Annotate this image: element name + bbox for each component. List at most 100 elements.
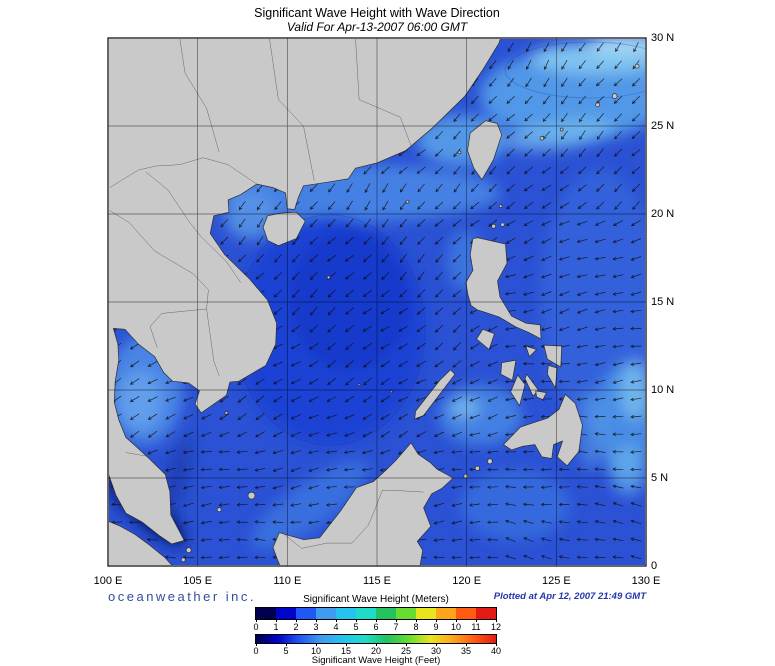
legend-tick-value: 11 — [471, 622, 481, 632]
legend-tick-value: 25 — [400, 646, 412, 656]
legend-tickmark — [465, 643, 467, 646]
landmass — [109, 39, 640, 565]
legend-tickmark — [275, 619, 277, 622]
legend-feet-ticks: 0 5 10 15 20 25 30 35 40 — [253, 643, 501, 659]
legend-tick-value: 12 — [490, 622, 502, 632]
map-frame — [107, 37, 647, 567]
longitude-axis: 100 E 105 E 110 E 115 E 120 E 125 E 130 E — [0, 575, 775, 589]
legend-tickmark — [475, 619, 477, 622]
island-bohol — [535, 390, 547, 401]
legend-tickmark — [355, 619, 357, 622]
small-islands — [180, 63, 640, 563]
legend-tickmark — [375, 643, 377, 646]
oceanweather-brand: oceanweather inc. — [108, 589, 257, 604]
legend-tick-value: 8 — [413, 622, 419, 632]
valid-time-subtitle: Valid For Apr-13-2007 06:00 GMT — [286, 20, 468, 34]
legend-tick-value: 30 — [430, 646, 442, 656]
legend-tickmark — [255, 643, 257, 646]
meters-color-segment — [276, 608, 296, 619]
legend-tickmark — [345, 643, 347, 646]
legend-tick-value: 1 — [273, 622, 279, 632]
legend-tick-value: 9 — [433, 622, 439, 632]
legend-tick-value: 5 — [283, 646, 289, 656]
island-palawan — [414, 369, 456, 420]
legend-tick-value: 2 — [293, 622, 299, 632]
legend-tick-value: 20 — [370, 646, 382, 656]
lon-tick-label: 120 E — [452, 575, 482, 587]
meters-color-segment — [436, 608, 456, 619]
legend-tick-value: 0 — [253, 622, 259, 632]
graticule — [108, 38, 646, 566]
legend-tickmark — [435, 643, 437, 646]
island-taiwan — [467, 120, 503, 181]
legend-tick-value: 6 — [373, 622, 379, 632]
latitude-axis: 30 N 25 N 20 N 15 N 10 N 5 N 0 — [651, 0, 711, 600]
country-borders — [109, 39, 424, 549]
island-masbate — [525, 345, 537, 357]
legend-tickmark — [375, 619, 377, 622]
lat-tick-label: 10 N — [651, 384, 675, 396]
legend-tickmark — [455, 619, 457, 622]
legend-tickmark — [495, 643, 497, 646]
legend-tickmark — [495, 619, 497, 622]
legend-tickmark — [285, 643, 287, 646]
legend-tick-value: 15 — [340, 646, 352, 656]
island-leyte — [547, 365, 558, 389]
legend-tick-value: 10 — [310, 646, 322, 656]
lon-tick-label: 125 E — [541, 575, 571, 587]
legend-tickmark — [295, 619, 297, 622]
meters-color-segment — [256, 608, 276, 619]
island-mindanao — [503, 394, 583, 467]
legend-tick-value: 3 — [313, 622, 319, 632]
island-mindoro — [476, 328, 495, 350]
legend-tickmark — [255, 619, 257, 622]
meters-color-segment — [396, 608, 416, 619]
island-negros — [510, 374, 526, 407]
lon-tick-label: 130 E — [631, 575, 661, 587]
legend-tick-value: 0 — [253, 646, 259, 656]
island-cebu — [524, 373, 539, 397]
lat-tick-label: 30 N — [651, 32, 675, 44]
legend-tickmark — [315, 643, 317, 646]
legend-tickmark — [405, 643, 407, 646]
island-hainan — [262, 211, 306, 247]
legend-tick-value: 35 — [460, 646, 472, 656]
lon-tick-label: 110 E — [273, 575, 302, 587]
lat-tick-label: 25 N — [651, 120, 675, 132]
lon-tick-label: 100 E — [93, 575, 123, 587]
legend-feet-title: Significant Wave Height (Feet) — [311, 655, 441, 666]
plotted-timestamp: Plotted at Apr 12, 2007 21:49 GMT — [493, 591, 646, 602]
legend-meters-title: Significant Wave Height (Meters) — [303, 594, 449, 605]
meters-color-segment — [296, 608, 316, 619]
island-panay — [500, 359, 517, 381]
meters-color-segment — [456, 608, 476, 619]
legend-tick-value: 40 — [490, 646, 502, 656]
meters-color-segment — [316, 608, 336, 619]
landmass-asia-mainland — [109, 39, 501, 545]
lat-tick-label: 5 N — [651, 472, 669, 484]
meters-color-segment — [416, 608, 436, 619]
legend-tickmark — [315, 619, 317, 622]
legend-tick-value: 5 — [353, 622, 359, 632]
lon-tick-label: 115 E — [363, 575, 391, 587]
meters-color-segment — [336, 608, 356, 619]
legend-tick-value: 7 — [393, 622, 399, 632]
meters-color-segment — [476, 608, 496, 619]
legend-tick-value: 4 — [333, 622, 339, 632]
lat-tick-label: 15 N — [651, 296, 675, 308]
legend-tickmark — [335, 619, 337, 622]
legend-tickmark — [415, 619, 417, 622]
legend-tickmark — [395, 619, 397, 622]
legend-tickmark — [435, 619, 437, 622]
meters-color-segment — [356, 608, 376, 619]
page-title: Significant Wave Height with Wave Direct… — [254, 6, 500, 20]
meters-color-segment — [376, 608, 396, 619]
island-samar — [543, 344, 563, 368]
legend-meters-ticks: 0 1 2 3 4 5 6 7 8 9 10 11 12 — [253, 619, 501, 635]
lat-tick-label: 20 N — [651, 208, 675, 220]
legend-tick-value: 10 — [450, 622, 462, 632]
island-sumatra — [109, 521, 173, 565]
island-luzon — [465, 237, 542, 340]
